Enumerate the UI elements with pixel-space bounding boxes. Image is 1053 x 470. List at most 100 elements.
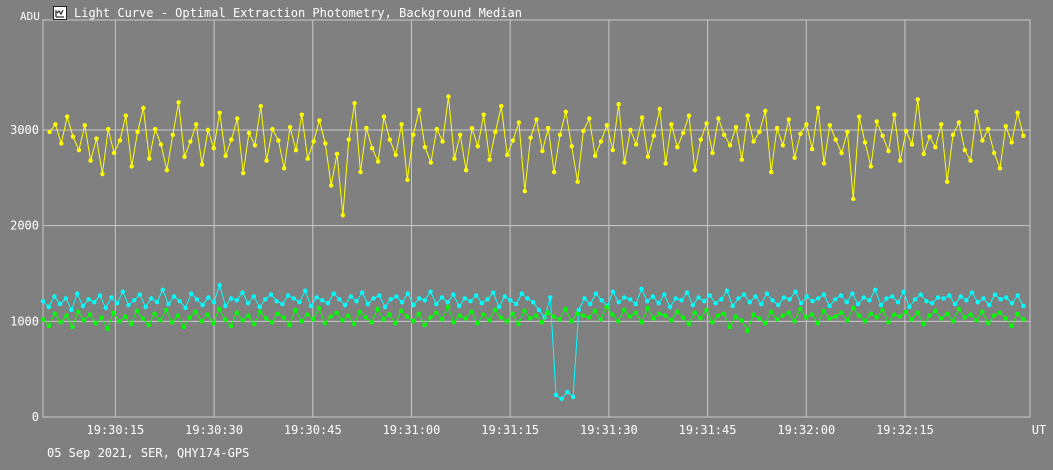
data-point-series-3 (968, 312, 973, 317)
data-point-series-2 (707, 293, 713, 298)
data-point-series-1 (950, 132, 956, 137)
data-point-series-1 (657, 106, 662, 112)
data-point-series-3 (939, 316, 944, 321)
data-point-series-2 (434, 301, 439, 307)
data-point-series-2 (884, 296, 889, 301)
window-title-bar: Light Curve - Optimal Extraction Photome… (53, 4, 522, 22)
data-point-series-1 (669, 122, 674, 127)
data-point-series-1 (129, 164, 134, 169)
data-point-series-2 (377, 293, 382, 298)
data-point-series-1 (188, 139, 193, 144)
data-point-series-2 (297, 300, 302, 305)
data-point-series-2 (987, 302, 992, 308)
data-point-series-2 (690, 302, 695, 308)
data-point-series-1 (997, 166, 1003, 171)
data-point-series-2 (696, 295, 701, 300)
data-point-series-2 (114, 301, 120, 306)
data-point-series-3 (645, 305, 650, 311)
data-point-series-1 (223, 153, 228, 158)
data-point-series-1 (176, 100, 181, 105)
data-point-series-3 (704, 307, 709, 313)
data-point-series-2 (120, 289, 126, 294)
data-point-series-3 (563, 306, 568, 312)
data-point-series-3 (663, 313, 668, 318)
data-point-series-3 (40, 317, 46, 322)
data-point-series-2 (912, 297, 918, 302)
data-point-series-1 (458, 132, 463, 137)
x-tick-label: 19:30:45 (284, 423, 342, 437)
data-point-series-2 (827, 303, 832, 309)
data-point-series-2 (776, 302, 781, 308)
data-point-series-1 (804, 122, 809, 127)
data-point-series-1 (252, 143, 258, 148)
data-point-series-2 (730, 303, 735, 309)
data-point-series-3 (604, 304, 609, 310)
data-point-series-1 (287, 124, 293, 130)
data-point-series-1 (440, 139, 445, 144)
data-point-series-3 (950, 319, 956, 324)
data-point-series-2 (867, 298, 872, 303)
data-point-series-3 (498, 315, 504, 320)
data-point-series-2 (724, 288, 730, 293)
data-point-series-1 (945, 179, 950, 184)
data-point-series-3 (580, 313, 586, 318)
data-point-series-3 (851, 305, 856, 311)
data-point-series-2 (548, 295, 553, 300)
data-point-series-2 (622, 295, 627, 300)
data-point-series-2 (559, 396, 564, 401)
data-point-series-1 (986, 126, 991, 132)
data-point-series-1 (352, 101, 357, 106)
data-point-series-2 (189, 291, 194, 296)
data-point-series-2 (154, 300, 160, 305)
data-point-series-3 (164, 307, 169, 313)
data-point-series-2 (770, 298, 775, 303)
data-point-series-1 (593, 153, 598, 158)
data-point-series-3 (622, 307, 627, 313)
data-point-series-2 (918, 292, 923, 297)
data-point-series-1 (751, 139, 756, 144)
data-point-series-3 (64, 313, 69, 318)
data-point-series-2 (320, 298, 325, 303)
data-point-series-3 (487, 318, 492, 323)
plot-frame (42, 19, 1031, 418)
data-point-series-3 (710, 320, 715, 325)
data-point-series-2 (582, 296, 587, 301)
data-point-series-2 (342, 302, 348, 308)
data-point-series-2 (787, 297, 792, 302)
data-point-series-3 (680, 315, 686, 320)
data-point-series-3 (991, 313, 997, 318)
data-point-series-1 (70, 134, 76, 139)
data-point-series-3 (627, 314, 633, 319)
data-point-series-3 (492, 307, 498, 313)
data-point-series-3 (234, 310, 239, 315)
data-point-series-1 (100, 171, 105, 177)
data-point-series-1 (880, 133, 885, 138)
data-point-series-2 (371, 296, 376, 301)
data-point-series-3 (504, 319, 509, 324)
data-point-series-3 (299, 319, 304, 324)
data-point-series-1 (810, 146, 815, 152)
data-point-series-1 (974, 109, 979, 115)
data-point-series-1 (428, 160, 434, 165)
data-point-series-1 (76, 147, 82, 153)
data-point-series-2 (194, 297, 200, 302)
data-point-series-2 (468, 299, 473, 304)
data-point-series-3 (451, 320, 457, 325)
data-point-series-2 (901, 289, 906, 294)
data-point-series-1 (774, 125, 780, 131)
data-point-series-1 (939, 122, 944, 127)
data-point-series-3 (575, 311, 580, 316)
data-point-series-1 (980, 138, 985, 143)
data-point-series-1 (686, 113, 692, 118)
data-point-series-1 (170, 132, 175, 137)
data-point-series-1 (106, 126, 111, 132)
data-point-series-2 (183, 305, 188, 311)
data-point-series-2 (439, 295, 445, 300)
data-point-series-1 (798, 131, 803, 136)
data-point-series-3 (205, 312, 210, 317)
data-point-series-2 (833, 297, 838, 302)
light-curve-app-icon[interactable] (53, 6, 67, 20)
data-point-series-1 (698, 137, 703, 142)
data-point-series-1 (417, 107, 422, 113)
data-point-series-3 (410, 319, 416, 324)
